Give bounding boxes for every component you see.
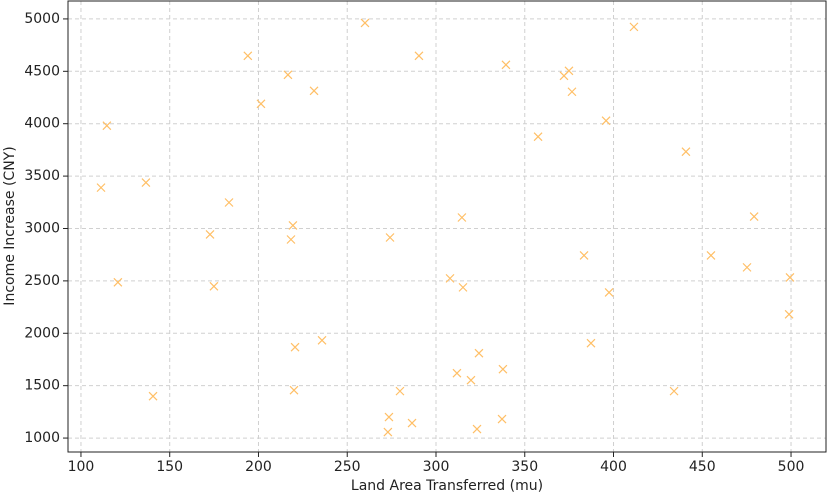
plot-frame <box>67 0 827 453</box>
point <box>567 87 577 97</box>
point <box>289 385 299 395</box>
point <box>784 309 794 319</box>
y-tick-label: 1000 <box>24 430 60 446</box>
x-tick-label: 100 <box>68 459 95 475</box>
point <box>148 391 158 401</box>
point <box>498 364 508 374</box>
point <box>256 99 266 109</box>
point <box>601 116 611 126</box>
point <box>317 335 327 345</box>
point <box>395 386 405 396</box>
point <box>414 51 424 61</box>
point <box>457 213 467 222</box>
point <box>669 386 679 396</box>
point <box>785 273 795 282</box>
point <box>445 273 455 283</box>
point <box>533 132 543 142</box>
point <box>458 282 468 292</box>
x-tick-label: 300 <box>423 459 450 475</box>
y-tick-label: 3000 <box>24 220 60 236</box>
x-tick-label: 500 <box>778 459 805 475</box>
x-tick-label: 150 <box>156 459 183 475</box>
x-tick-label: 250 <box>334 459 361 475</box>
point <box>472 424 482 434</box>
point <box>474 348 484 358</box>
point <box>604 287 614 297</box>
point <box>360 18 370 28</box>
y-tick-label: 1500 <box>24 378 60 394</box>
point <box>742 262 752 272</box>
y-tick-label: 5000 <box>24 11 60 27</box>
y-tick-label: 4500 <box>24 63 60 79</box>
point <box>384 412 394 422</box>
point <box>383 427 393 437</box>
point <box>501 60 511 70</box>
y-tick-label: 2500 <box>24 273 60 289</box>
point <box>749 212 759 221</box>
point <box>385 233 395 242</box>
point <box>559 71 569 81</box>
y-axis-label: Income Increase (CNY) <box>2 146 18 305</box>
y-tick-label: 4000 <box>24 116 60 132</box>
point <box>290 342 300 352</box>
point <box>205 230 215 239</box>
point <box>113 277 123 287</box>
point <box>452 368 462 378</box>
point <box>224 198 234 207</box>
point <box>497 414 507 424</box>
x-axis-label: Land Area Transferred (mu) <box>351 478 543 494</box>
point <box>407 418 417 428</box>
x-tick-label: 450 <box>689 459 716 475</box>
point <box>309 86 319 96</box>
y-tick-label: 2000 <box>24 325 60 341</box>
x-tick-label: 200 <box>245 459 272 475</box>
point <box>706 250 716 260</box>
x-tick-label: 350 <box>511 459 538 475</box>
point <box>288 221 298 230</box>
point <box>681 147 691 157</box>
point <box>586 338 596 348</box>
point <box>579 250 589 260</box>
point <box>102 121 112 131</box>
point <box>286 235 296 244</box>
point <box>96 183 106 193</box>
x-tick-label: 400 <box>600 459 627 475</box>
point <box>243 51 253 61</box>
point <box>141 178 151 188</box>
y-tick-label: 3500 <box>24 168 60 184</box>
point <box>283 70 293 80</box>
point <box>466 375 476 385</box>
point <box>209 281 219 291</box>
point <box>629 22 639 32</box>
